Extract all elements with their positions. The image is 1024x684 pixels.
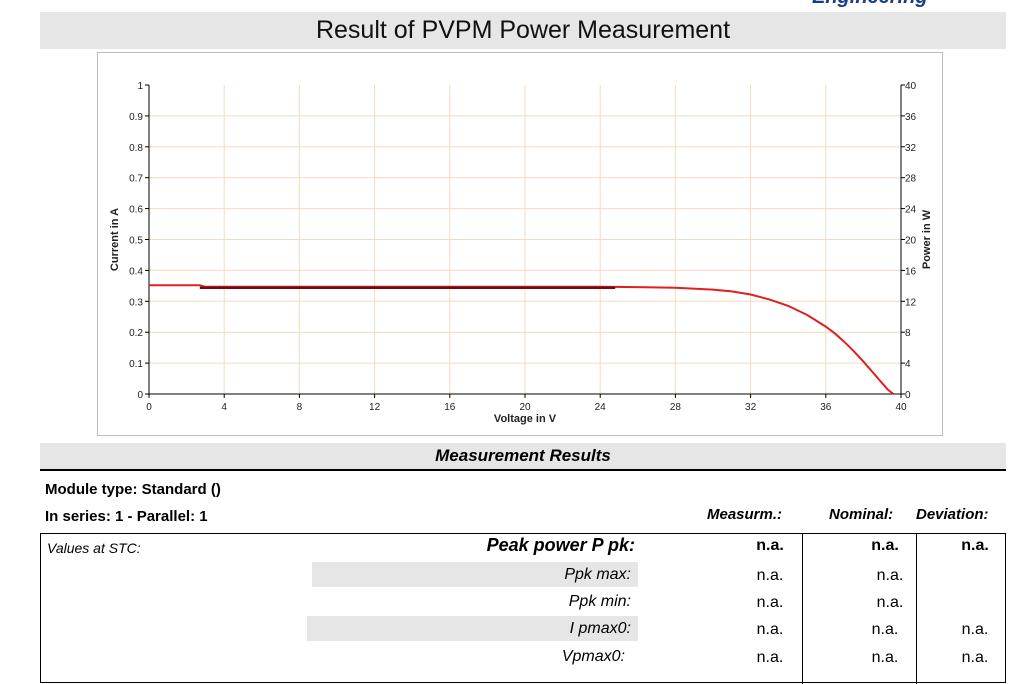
x-tick-label: 20	[519, 402, 531, 413]
chart-svg: 0 4 8 12 16 20 24 28 32 36 4000.10.20.30.40.50.60.…	[109, 81, 933, 425]
y-left-tick-label: 1	[137, 81, 143, 92]
stc-values-table	[40, 533, 1006, 684]
stc-label: Values at STC:	[47, 540, 141, 556]
y-left-tick-label: 0.5	[129, 236, 143, 247]
measurement-results-bar: Measurement Results	[40, 443, 1006, 471]
iv-curve-chart: 0 4 8 12 16 20 24 28 32 36 40 0 0.1 0.2 0.3 0.4 0.5 0.6 0.…	[97, 52, 943, 436]
report-title-bar: Result of PVPM Power Measurement	[40, 12, 1006, 49]
y-left-tick-label: 0.8	[129, 143, 143, 154]
x-tick-label: 32	[745, 402, 757, 413]
row-label-peak-power: Peak power P pk:	[486, 535, 635, 555]
x-tick-label: 12	[369, 402, 381, 413]
row-label-ppk-max: Ppk max:	[564, 566, 631, 583]
x-tick-label: 8	[297, 402, 303, 413]
y-right-tick-label: 12	[905, 297, 917, 308]
y-right-tick-label: 0	[905, 390, 911, 401]
peak-power-measured: n.a.	[756, 537, 784, 554]
y-right-tick-label: 24	[905, 205, 917, 216]
column-divider	[802, 534, 803, 684]
ppk-min-nominal: n.a.	[876, 594, 904, 611]
row-shade	[312, 562, 638, 587]
y-right-tick-label: 36	[905, 112, 917, 123]
x-tick-label: 4	[221, 402, 227, 413]
row-shade	[307, 616, 638, 641]
x-tick-label: 24	[595, 402, 607, 413]
vpmax0-nominal: n.a.	[871, 649, 899, 666]
ppk-max-measured: n.a.	[756, 567, 784, 584]
y-left-tick-label: 0.9	[129, 112, 143, 123]
y-left-tick-label: 0.4	[129, 266, 143, 277]
y-right-tick-label: 4	[905, 359, 911, 370]
x-tick-label: 16	[444, 402, 456, 413]
row-label-vpmax0: Vpmax0:	[561, 648, 625, 665]
y-right-tick-label: 8	[905, 328, 911, 339]
col-header-measured: Measurm.:	[707, 506, 783, 523]
y-left-tick-label: 0.2	[129, 328, 143, 339]
peak-power-nominal: n.a.	[871, 537, 899, 554]
y-left-tick-label: 0.7	[129, 174, 143, 185]
vpmax0-deviation: n.a.	[961, 649, 989, 666]
i-pmax0-nominal: n.a.	[871, 621, 899, 638]
vpmax0-measured: n.a.	[756, 649, 784, 666]
y-left-tick-label: 0.3	[129, 297, 143, 308]
i-pmax0-deviation: n.a.	[961, 621, 989, 638]
ppk-min-measured: n.a.	[756, 594, 784, 611]
y-left-tick-label: 0.6	[129, 205, 143, 216]
x-tick-label: 40	[895, 402, 907, 413]
company-logo-text: Engineering	[812, 0, 928, 9]
y-left-tick-label: 0.1	[129, 359, 143, 370]
x-axis-label: Voltage in V	[494, 413, 557, 425]
col-header-deviation: Deviation:	[916, 506, 989, 523]
measurement-results-heading: Measurement Results	[435, 446, 611, 465]
y-left-axis-label: Current in A	[109, 208, 121, 271]
y-right-tick-label: 20	[905, 236, 917, 247]
y-left-tick-label: 0	[137, 390, 143, 401]
x-tick-label: 28	[670, 402, 682, 413]
report-title: Result of PVPM Power Measurement	[315, 16, 731, 44]
series-parallel-text: In series: 1 - Parallel: 1	[45, 508, 208, 525]
y-right-tick-label: 40	[905, 81, 917, 92]
i-pmax0-measured: n.a.	[756, 621, 784, 638]
y-right-tick-label: 32	[905, 143, 917, 154]
ppk-max-nominal: n.a.	[876, 567, 904, 584]
col-header-nominal: Nominal:	[829, 506, 894, 523]
x-tick-label: 0	[146, 402, 152, 413]
column-divider	[916, 534, 917, 684]
peak-power-deviation: n.a.	[961, 537, 989, 554]
row-label-i-pmax0: I pmax0:	[569, 620, 631, 637]
module-type-text: Module type: Standard ()	[45, 481, 221, 498]
y-right-tick-label: 16	[905, 266, 917, 277]
y-right-tick-label: 28	[905, 174, 917, 185]
row-label-ppk-min: Ppk min:	[568, 593, 631, 610]
x-tick-label: 36	[820, 402, 832, 413]
y-right-axis-label: Power in W	[921, 209, 933, 269]
